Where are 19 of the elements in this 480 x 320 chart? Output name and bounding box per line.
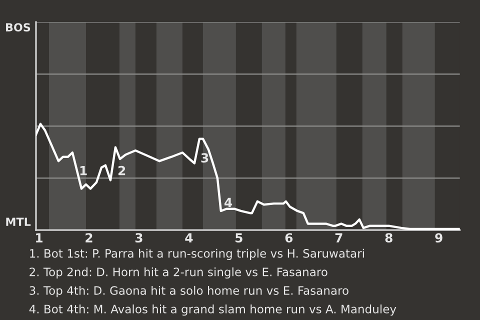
x-tick-label: 1 bbox=[36, 233, 42, 242]
text: 2. Top 2nd: D. Horn hit a 2-run single vs E. Fasanaro bbox=[30, 267, 328, 279]
text: 1. Bot 1st: P. Parra hit a run-scoring triple vs H. Saruwatari bbox=[30, 248, 364, 260]
x-tick-label: 3 bbox=[135, 233, 142, 243]
x-tick-label: 6 bbox=[285, 233, 293, 243]
annotation: 4 bbox=[224, 198, 232, 207]
text: MTL bbox=[6, 218, 31, 226]
x-tick-label: 4 bbox=[185, 233, 193, 242]
annotation: 1 bbox=[80, 166, 87, 176]
annotation: 3 bbox=[201, 153, 208, 163]
text: 3. Top 4th: D. Gaona hit a solo home run vs E. Fasanaro bbox=[30, 286, 348, 298]
text: 4. Bot 4th: M. Avalos hit a grand slam home run vs A. Manduley bbox=[29, 304, 396, 316]
x-tick-label: 9 bbox=[435, 233, 442, 243]
text: BOS bbox=[6, 23, 30, 32]
x-tick-label: 2 bbox=[86, 233, 92, 242]
annotation: 2 bbox=[118, 166, 126, 176]
x-tick-label: 7 bbox=[335, 233, 342, 242]
x-tick-label: 8 bbox=[385, 233, 392, 243]
x-tick-label: 5 bbox=[236, 233, 242, 243]
